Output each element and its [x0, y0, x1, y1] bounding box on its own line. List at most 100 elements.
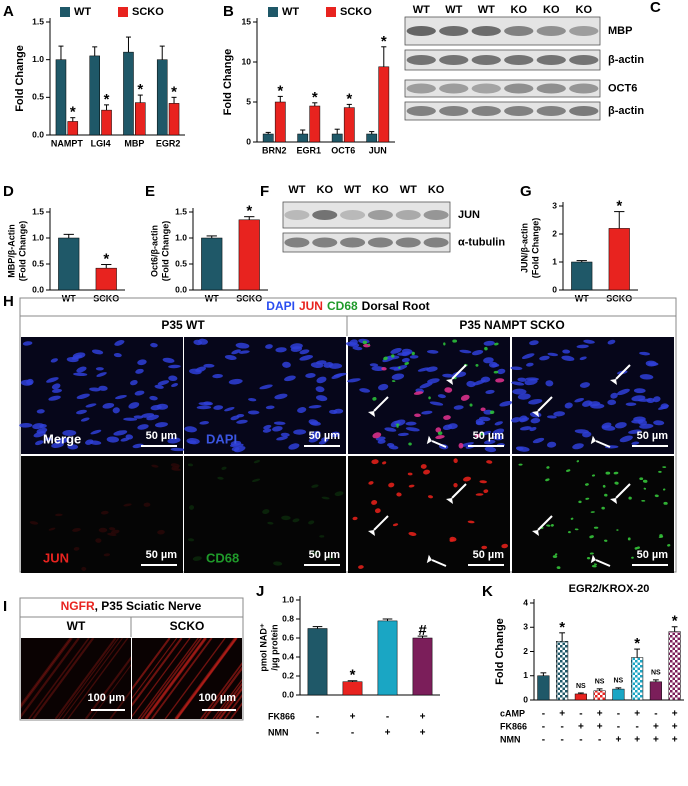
blot-band	[395, 237, 421, 248]
cell	[150, 342, 158, 348]
panel-label: K	[482, 583, 493, 600]
cell	[156, 403, 169, 410]
cell	[272, 426, 283, 432]
channel-label: Merge	[43, 431, 81, 446]
cell	[639, 374, 654, 380]
cell	[435, 435, 445, 439]
y-axis-label: Fold Change	[14, 45, 26, 112]
scale-label: 50 µm	[473, 549, 505, 561]
scale-label: 50 µm	[146, 549, 178, 561]
cell	[546, 415, 557, 419]
h-title-part: CD68	[327, 299, 358, 313]
significance-label: *	[104, 91, 110, 108]
y-tick-label: 0	[552, 284, 557, 294]
column-header: P35 NAMPT SCKO	[459, 318, 564, 332]
cell	[330, 431, 340, 438]
cell	[388, 482, 395, 488]
cell	[392, 523, 399, 527]
y-tick-label: 0.0	[282, 689, 294, 699]
cell	[593, 526, 599, 529]
cell	[76, 393, 90, 400]
y-tick-label: 3	[552, 200, 557, 210]
arrow-head	[610, 498, 617, 504]
cell	[123, 417, 138, 421]
cell	[619, 435, 633, 443]
panel-label: F	[260, 183, 269, 200]
bar	[309, 105, 321, 143]
scale-label: 50 µm	[473, 430, 505, 442]
cell	[85, 403, 97, 408]
cell	[113, 430, 128, 436]
lane-label: KO	[317, 184, 334, 196]
cell	[429, 401, 444, 406]
cell	[493, 370, 499, 374]
condition-value: -	[386, 712, 389, 723]
blot-band	[536, 55, 566, 65]
panel-label: I	[3, 598, 7, 615]
cell	[292, 518, 300, 523]
cell	[483, 340, 495, 346]
significance-label: NS	[595, 679, 605, 686]
cell	[213, 405, 224, 410]
cell	[372, 397, 377, 401]
arrow	[595, 559, 611, 567]
bar	[668, 631, 681, 701]
cell	[265, 405, 275, 410]
error-bar	[596, 688, 603, 691]
cell	[484, 446, 497, 453]
fiber	[215, 682, 242, 719]
condition-value: +	[420, 728, 426, 739]
panel-label: A	[3, 3, 14, 20]
blot-band	[406, 26, 436, 36]
bar	[574, 693, 587, 701]
cell	[582, 400, 593, 407]
cell	[299, 349, 310, 355]
cell	[499, 400, 513, 407]
fiber	[218, 686, 242, 719]
cell	[545, 478, 550, 482]
condition-name: cAMP	[500, 708, 525, 718]
cell	[475, 493, 484, 496]
cell	[267, 521, 274, 525]
cell	[288, 443, 300, 450]
cell	[421, 410, 433, 415]
condition-name: FK866	[268, 711, 295, 721]
cell	[233, 445, 246, 453]
cell	[95, 538, 102, 543]
cell	[137, 424, 149, 430]
cell	[426, 349, 439, 354]
cell	[224, 354, 237, 360]
bar	[556, 641, 569, 701]
cell	[35, 440, 44, 446]
cell	[328, 555, 334, 561]
cell	[334, 491, 344, 497]
cell	[391, 380, 396, 383]
y-tick-label: 0.5	[175, 258, 187, 268]
blot-band	[340, 210, 366, 220]
cell	[265, 344, 273, 349]
cell	[652, 396, 661, 403]
scale-label: 50 µm	[637, 430, 669, 442]
blot-band	[504, 83, 534, 94]
cell	[478, 416, 491, 422]
cell	[309, 421, 321, 426]
cell	[613, 471, 619, 475]
cell	[367, 343, 371, 346]
band-label: JUN	[458, 209, 480, 221]
cell	[443, 342, 446, 346]
cell	[396, 425, 399, 428]
significance-label: *	[350, 667, 356, 684]
blot-band	[423, 210, 449, 220]
condition-value: -	[560, 735, 563, 746]
micrograph	[21, 638, 131, 719]
condition-value: -	[635, 722, 638, 733]
cell	[100, 510, 109, 515]
cell	[625, 402, 637, 406]
cell	[276, 436, 288, 441]
cell	[109, 527, 116, 531]
y-tick-label: 1.0	[175, 232, 187, 242]
cell	[29, 521, 39, 525]
condition-value: +	[385, 728, 391, 739]
cell	[143, 502, 151, 507]
cell	[628, 429, 642, 434]
